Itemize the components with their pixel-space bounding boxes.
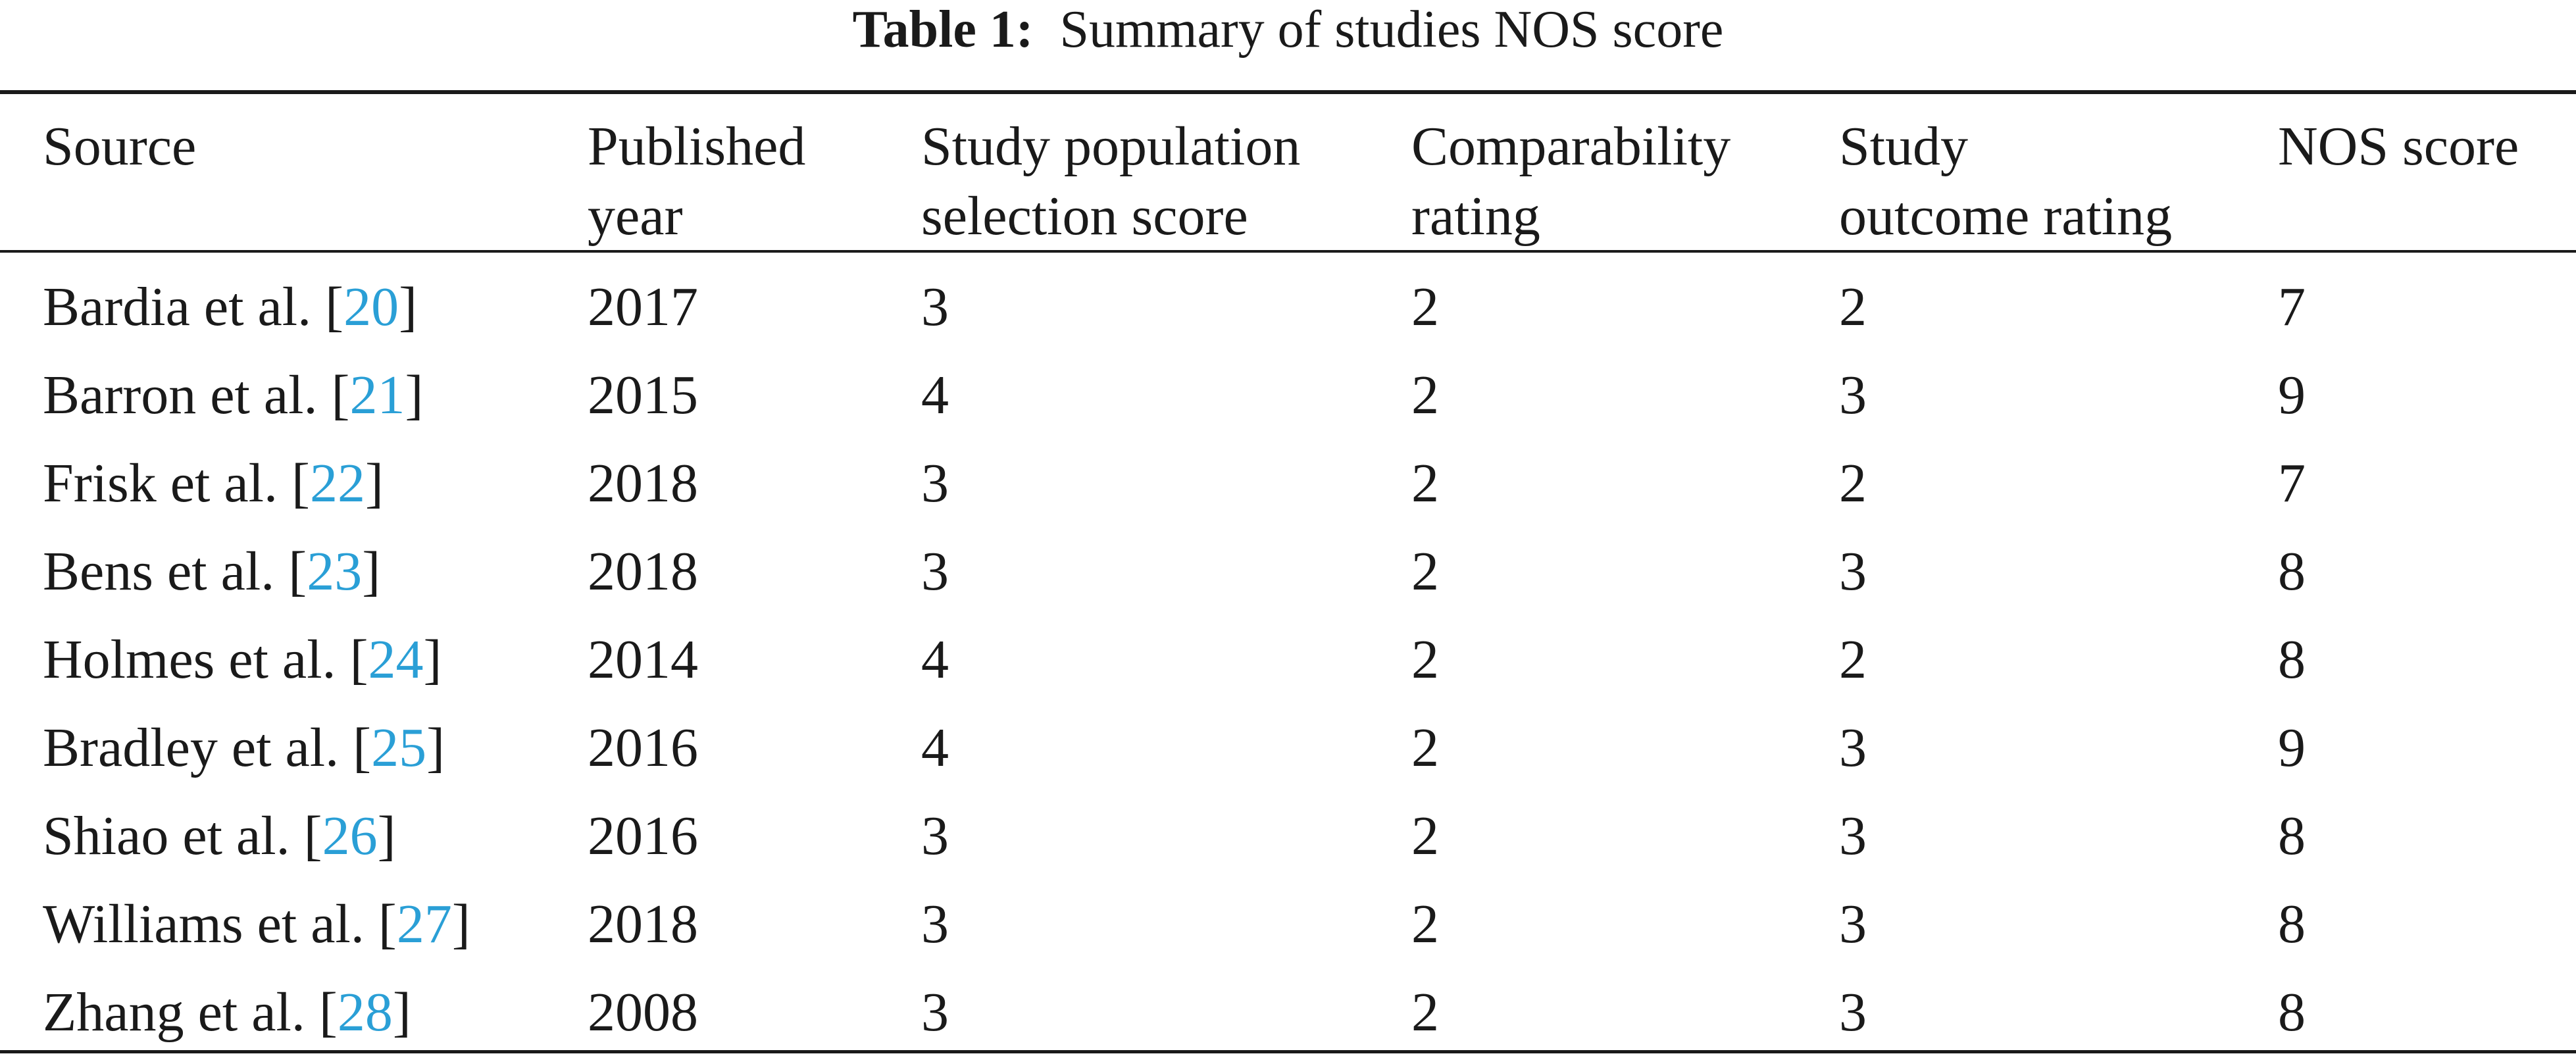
table-row: Zhang et al. [28] 2008 3 2 3 8	[0, 969, 2576, 1057]
table-row: Bardia et al. [20] 2017 3 2 2 7	[0, 263, 2576, 351]
cell-nos-score: 9	[2278, 717, 2306, 778]
table-row: Shiao et al. [26] 2016 3 2 3 8	[0, 792, 2576, 880]
citation-link[interactable]: 23	[307, 541, 363, 602]
cell-source: Bardia et al. [20]	[43, 276, 418, 338]
cell-comparability-rating: 2	[1411, 982, 1439, 1043]
cell-published-year: 2014	[588, 629, 698, 690]
cell-comparability-rating: 2	[1411, 541, 1439, 602]
table-header-rule	[0, 250, 2576, 253]
source-name: Frisk et al.	[43, 453, 278, 514]
citation-link[interactable]: 25	[371, 717, 427, 778]
table-row: Williams et al. [27] 2018 3 2 3 8	[0, 880, 2576, 969]
cell-outcome-rating: 3	[1839, 894, 1867, 955]
cell-population-score: 4	[921, 365, 949, 426]
table-bottom-rule	[0, 1050, 2576, 1053]
table-top-rule	[0, 90, 2576, 94]
cell-nos-score: 8	[2278, 894, 2306, 955]
cell-source: Holmes et al. [24]	[43, 629, 442, 690]
cell-nos-score: 8	[2278, 805, 2306, 867]
cell-published-year: 2018	[588, 541, 698, 602]
cell-population-score: 3	[921, 276, 949, 338]
source-name: Williams et al.	[43, 894, 365, 955]
citation-link[interactable]: 24	[368, 629, 424, 690]
header-nos-score: NOS score	[2278, 116, 2519, 177]
citation-link[interactable]: 20	[343, 276, 399, 338]
cell-nos-score: 8	[2278, 541, 2306, 602]
cell-comparability-rating: 2	[1411, 276, 1439, 338]
source-name: Bardia et al.	[43, 276, 312, 338]
cell-outcome-rating: 2	[1839, 276, 1867, 338]
citation-link[interactable]: 27	[396, 894, 452, 955]
source-name: Bens et al.	[43, 541, 275, 602]
cell-comparability-rating: 2	[1411, 629, 1439, 690]
table-caption-label: Table 1:	[852, 1, 1034, 59]
header-source: Source	[43, 116, 197, 177]
source-name: Barron et al.	[43, 365, 318, 426]
table-caption-text: Summary of studies NOS score	[1059, 1, 1724, 59]
cell-population-score: 4	[921, 717, 949, 778]
cell-outcome-rating: 3	[1839, 982, 1867, 1043]
cell-published-year: 2015	[588, 365, 698, 426]
cell-outcome-rating: 3	[1839, 541, 1867, 602]
header-outcome-rating: Study outcome rating	[1839, 116, 2173, 247]
cell-published-year: 2016	[588, 717, 698, 778]
cell-published-year: 2017	[588, 276, 698, 338]
table-row: Bradley et al. [25] 2016 4 2 3 9	[0, 704, 2576, 792]
source-name: Shiao et al.	[43, 805, 290, 867]
cell-nos-score: 9	[2278, 365, 2306, 426]
cell-source: Frisk et al. [22]	[43, 453, 384, 514]
cell-nos-score: 7	[2278, 276, 2306, 338]
citation-link[interactable]: 22	[309, 453, 365, 514]
cell-comparability-rating: 2	[1411, 894, 1439, 955]
cell-source: Williams et al. [27]	[43, 894, 470, 955]
header-comparability-rating: Comparability rating	[1411, 116, 1731, 247]
cell-outcome-rating: 2	[1839, 453, 1867, 514]
cell-published-year: 2018	[588, 453, 698, 514]
source-name: Holmes et al.	[43, 629, 336, 690]
header-population-score: Study population selection score	[921, 116, 1301, 247]
table-row: Barron et al. [21] 2015 4 2 3 9	[0, 351, 2576, 440]
cell-source: Zhang et al. [28]	[43, 982, 411, 1043]
cell-population-score: 3	[921, 805, 949, 867]
cell-nos-score: 8	[2278, 982, 2306, 1043]
table-row: Holmes et al. [24] 2014 4 2 2 8	[0, 616, 2576, 704]
cell-source: Barron et al. [21]	[43, 365, 424, 426]
cell-comparability-rating: 2	[1411, 805, 1439, 867]
cell-source: Shiao et al. [26]	[43, 805, 396, 867]
source-name: Zhang et al.	[43, 982, 305, 1043]
table-row: Bens et al. [23] 2018 3 2 3 8	[0, 528, 2576, 616]
citation-link[interactable]: 28	[337, 982, 393, 1043]
cell-nos-score: 8	[2278, 629, 2306, 690]
table-caption: Table 1: Summary of studies NOS score	[0, 0, 2576, 59]
cell-nos-score: 7	[2278, 453, 2306, 514]
citation-link[interactable]: 26	[322, 805, 378, 867]
cell-outcome-rating: 3	[1839, 805, 1867, 867]
cell-population-score: 4	[921, 629, 949, 690]
cell-population-score: 3	[921, 894, 949, 955]
cell-population-score: 3	[921, 982, 949, 1043]
cell-outcome-rating: 2	[1839, 629, 1867, 690]
cell-published-year: 2018	[588, 894, 698, 955]
cell-outcome-rating: 3	[1839, 365, 1867, 426]
cell-population-score: 3	[921, 541, 949, 602]
table-row: Frisk et al. [22] 2018 3 2 2 7	[0, 440, 2576, 528]
cell-published-year: 2008	[588, 982, 698, 1043]
cell-comparability-rating: 2	[1411, 717, 1439, 778]
cell-source: Bradley et al. [25]	[43, 717, 445, 778]
cell-comparability-rating: 2	[1411, 453, 1439, 514]
cell-source: Bens et al. [23]	[43, 541, 381, 602]
source-name: Bradley et al.	[43, 717, 340, 778]
cell-population-score: 3	[921, 453, 949, 514]
cell-outcome-rating: 3	[1839, 717, 1867, 778]
header-published-year: Published year	[588, 116, 806, 247]
cell-published-year: 2016	[588, 805, 698, 867]
cell-comparability-rating: 2	[1411, 365, 1439, 426]
citation-link[interactable]: 21	[349, 365, 405, 426]
